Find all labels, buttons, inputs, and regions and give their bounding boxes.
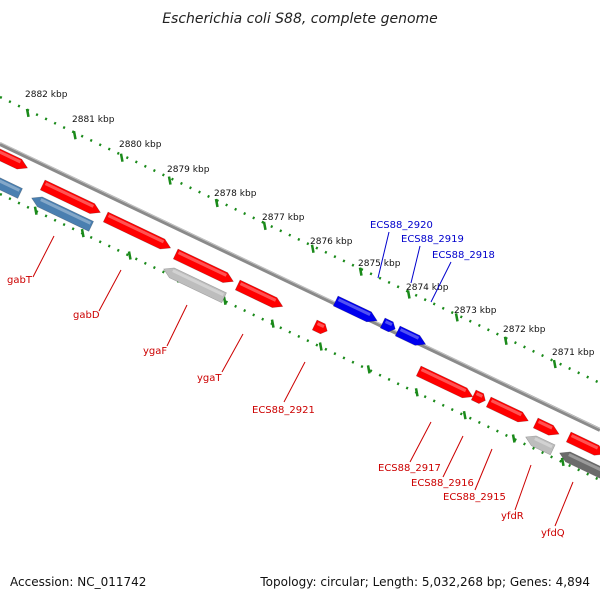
ruler-major-tick [222, 296, 227, 306]
gene-arrow[interactable] [0, 173, 23, 199]
gene-arrow[interactable] [557, 448, 600, 480]
gene-label[interactable]: ECS88_2920 [370, 220, 433, 231]
ruler-major-tick [511, 434, 516, 443]
gene-features [0, 144, 600, 480]
ruler-tick-label: 2875 kbp [358, 259, 401, 269]
ruler-tick-label: 2877 kbp [262, 213, 305, 223]
gene-arrow[interactable] [565, 431, 600, 459]
ruler-major-tick [119, 153, 124, 162]
ruler-tick-label: 2876 kbp [310, 237, 353, 247]
ruler-major-tick [25, 108, 30, 118]
gene-leader-line [554, 481, 574, 527]
ruler-tick-label: 2872 kbp [503, 325, 546, 335]
gene-arrow[interactable] [161, 264, 227, 304]
ruler-major-tick [310, 244, 315, 253]
ruler-major-tick [552, 359, 557, 369]
ruler-major-tick [167, 176, 172, 185]
gene-arrow[interactable] [379, 317, 397, 334]
gene-leader-line [32, 235, 55, 278]
gene-arrow[interactable] [485, 396, 530, 426]
gene-label[interactable]: ECS88_2916 [411, 478, 474, 489]
ruler-major-tick [560, 457, 565, 467]
gene-leader-line [410, 245, 421, 284]
ruler-tick-label: 2871 kbp [552, 348, 595, 358]
gene-label[interactable]: ECS88_2917 [378, 463, 441, 474]
gene-label[interactable]: yfdR [501, 511, 524, 522]
gene-label[interactable]: ECS88_2921 [252, 405, 315, 416]
gene-leader-line [442, 435, 464, 478]
ruler-tick-label: 2878 kbp [214, 189, 257, 199]
ruler-major-tick [262, 221, 267, 231]
gene-leader-line [166, 304, 188, 347]
gene-arrow[interactable] [415, 365, 475, 402]
gene-arrow[interactable] [523, 432, 556, 456]
ruler-major-tick [462, 410, 467, 420]
ruler-major-tick [127, 251, 132, 260]
gene-leader-line [409, 421, 432, 463]
gene-arrow[interactable] [234, 279, 285, 311]
ruler-tick-label: 2873 kbp [454, 306, 497, 316]
ruler-major-tick [214, 198, 219, 208]
gene-arrow[interactable] [332, 295, 379, 326]
ruler-major-tick [414, 388, 419, 397]
ruler-major-tick [503, 336, 508, 345]
ruler-major-tick [318, 342, 323, 351]
gene-leader-line [283, 361, 306, 403]
ruler-major-tick [80, 228, 85, 238]
ruler-major-tick [270, 319, 275, 328]
gene-labels: ECS88_2920 ECS88_2919 ECS88_2918 gabT gabD yg… [7, 220, 574, 539]
ruler-major-tick [72, 131, 77, 140]
outer-ruler-line [0, 95, 600, 385]
gene-label[interactable]: ECS88_2915 [443, 492, 506, 503]
ruler-major-tick [33, 206, 38, 215]
gene-label[interactable]: yfdQ [541, 528, 565, 539]
gene-arrow[interactable] [39, 179, 103, 217]
gene-label[interactable]: ygaF [143, 346, 167, 357]
ruler-major-tick [454, 313, 459, 322]
ruler-major-tick [358, 267, 363, 276]
gene-label[interactable]: ECS88_2918 [432, 250, 495, 261]
accession-text: Accession: NC_011742 [10, 575, 146, 589]
ruler-tick-label: 2880 kbp [119, 140, 162, 150]
gene-arrow[interactable] [532, 417, 561, 439]
inner-ruler-line [0, 192, 600, 482]
gene-arrow[interactable] [394, 325, 428, 349]
ruler-major-tick [366, 365, 371, 374]
gene-arrow[interactable] [470, 389, 487, 406]
gene-arrow[interactable] [102, 211, 173, 253]
gene-leader-line [98, 269, 122, 312]
genome-backbone [0, 142, 600, 432]
gene-arrow[interactable] [0, 144, 30, 173]
topology-text: Topology: circular; Length: 5,032,268 bp… [259, 575, 590, 589]
gene-label[interactable]: gabD [73, 310, 100, 321]
map-title: Escherichia coli S88, complete genome [162, 11, 438, 27]
ruler-tick-label: 2882 kbp [25, 90, 68, 100]
gene-leader-line [430, 261, 452, 303]
gene-arrow[interactable] [29, 193, 94, 232]
gene-leader-line [514, 464, 532, 511]
ruler-tick-label: 2881 kbp [72, 115, 115, 125]
ruler-major-tick [406, 290, 411, 299]
gene-label[interactable]: ECS88_2919 [401, 234, 464, 245]
gene-leader-line [221, 333, 244, 373]
ruler-tick-label: 2879 kbp [167, 165, 210, 175]
gene-label[interactable]: gabT [7, 275, 33, 286]
gene-arrow[interactable] [172, 248, 236, 286]
gene-label[interactable]: ygaT [197, 373, 222, 384]
gene-leader-line [474, 448, 493, 491]
ruler-tick-label: 2874 kbp [406, 283, 449, 293]
gene-leader-line [377, 231, 390, 279]
gene-arrow[interactable] [311, 319, 329, 336]
